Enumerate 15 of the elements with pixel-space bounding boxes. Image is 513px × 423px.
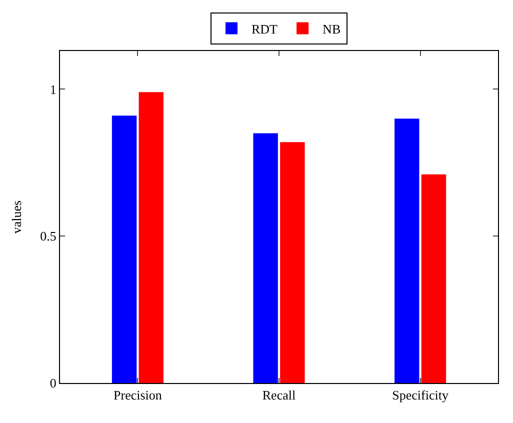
x-tick-label: Recall <box>262 388 296 403</box>
x-tick-label: Precision <box>114 388 162 403</box>
bar <box>280 142 305 383</box>
bar <box>112 116 137 383</box>
bar <box>394 118 420 383</box>
y-tick-label: 0 <box>50 376 56 391</box>
x-tick-label: Specificity <box>392 388 449 403</box>
y-tick-label: 0.5 <box>40 228 56 244</box>
y-tick-label: 1 <box>50 82 56 97</box>
bar <box>138 92 164 383</box>
y-axis-title: values <box>9 200 24 234</box>
bar <box>253 133 278 383</box>
bar <box>421 174 446 383</box>
legend-label: NB <box>322 21 341 36</box>
legend-label: RDT <box>252 21 278 36</box>
